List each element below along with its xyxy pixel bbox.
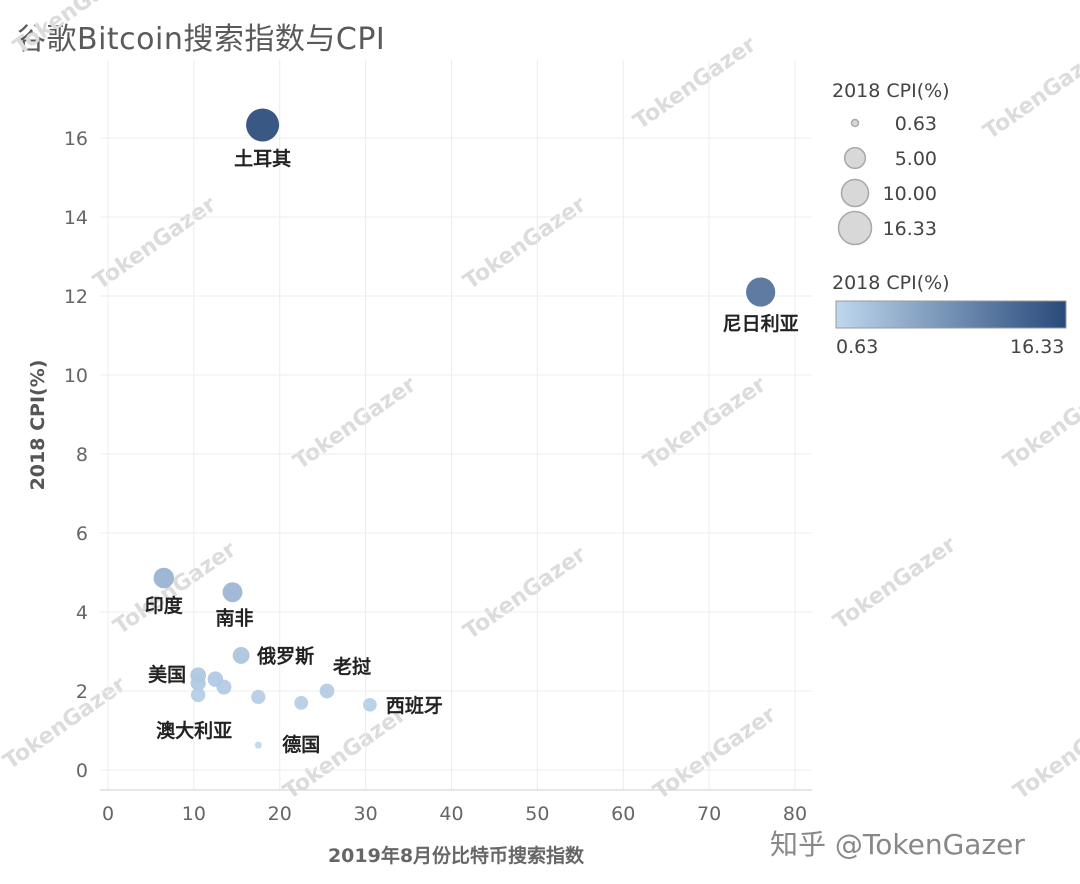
x-tick-label: 80 [783,803,807,825]
data-point [319,683,335,699]
chart-title: 谷歌Bitcoin搜索指数与CPI [16,22,386,57]
size-legend-title: 2018 CPI(%) [832,80,950,102]
size-legend-circle [837,210,873,246]
y-tick-label: 4 [76,602,88,624]
data-label: 尼日利亚 [723,313,799,335]
x-axis-label: 2019年8月份比特币搜索指数 [328,844,585,867]
size-legend-value: 16.33 [883,218,937,240]
watermark-text: TokenGazer [459,192,591,295]
watermark-text: TokenGazer [0,672,131,775]
data-point [216,679,232,695]
size-legend-circle [840,178,870,208]
size-legend-value: 0.63 [895,113,937,135]
size-legend-circle [850,118,860,128]
y-tick-label: 2 [76,681,88,703]
data-label: 土耳其 [234,148,291,170]
watermark-text: TokenGazer [289,372,421,475]
data-point [294,695,309,710]
data-label: 南非 [216,607,254,629]
data-point [251,689,266,705]
data-label: 澳大利亚 [156,719,232,742]
data-point [190,687,206,703]
size-legend-value: 10.00 [883,183,937,205]
size-legend-value: 5.00 [895,148,937,170]
data-point [222,582,243,603]
y-tick-label: 16 [64,128,88,150]
site-watermark: 知乎 @TokenGazer [770,828,1025,861]
x-tick-label: 10 [182,803,206,825]
data-point [232,647,250,664]
watermark-text: TokenGazer [1009,702,1080,805]
data-label: 德国 [282,733,320,756]
color-legend-title: 2018 CPI(%) [832,272,950,294]
y-axis-label: 2018 CPI(%) [27,360,49,491]
x-tick-label: 50 [525,803,549,825]
data-label: 俄罗斯 [256,644,314,667]
data-point [153,567,175,589]
data-point [363,698,377,712]
color-legend-bar [835,300,1067,329]
y-tick-label: 14 [64,207,88,229]
x-tick-label: 70 [697,803,721,825]
x-tick-label: 60 [611,803,635,825]
y-tick-label: 10 [64,365,88,387]
y-tick-label: 6 [76,523,88,545]
x-tick-label: 0 [102,803,114,825]
watermark-text: TokenGazer [999,372,1080,475]
x-tick-label: 20 [268,803,292,825]
watermark-text: TokenGazer [829,532,961,635]
size-legend-circle [843,146,867,170]
data-label: 老挝 [333,655,372,678]
watermark-text: TokenGazer [979,42,1080,145]
data-label: 美国 [148,663,186,686]
data-point [254,741,262,749]
x-tick-label: 40 [439,803,463,825]
watermark-text: TokenGazer [89,192,221,295]
color-legend-min: 0.63 [836,336,879,358]
data-label: 西班牙 [386,694,443,717]
watermark-text: TokenGazer [459,542,591,645]
data-point [190,675,206,691]
y-tick-label: 12 [64,286,88,308]
y-tick-label: 0 [76,760,88,782]
y-tick-label: 8 [76,444,88,466]
data-point [246,108,280,142]
watermark-text: TokenGazer [629,32,761,135]
watermark-text: TokenGazer [639,372,771,475]
color-legend-max: 16.33 [1010,336,1065,358]
watermark-text: TokenGazer [9,0,141,60]
data-label: 印度 [145,594,184,617]
x-tick-label: 30 [354,803,378,825]
data-point [746,277,776,307]
